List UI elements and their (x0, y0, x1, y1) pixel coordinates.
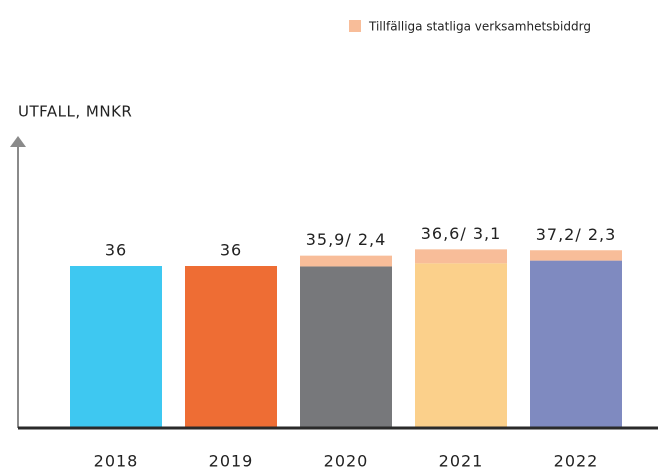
bar-segment (530, 260, 622, 428)
y-axis-label: UTFALL, MNKR (18, 103, 132, 121)
x-tick-label: 2019 (209, 452, 254, 468)
value-label: 36 (105, 241, 127, 260)
legend-label: Tillfälliga statliga verksamhetsbiddrg (368, 20, 591, 34)
value-label: 36,6/ 3,1 (421, 224, 502, 243)
bar-segment (300, 266, 392, 428)
x-tick-label: 2021 (439, 452, 484, 468)
bar-segment (415, 263, 507, 428)
bar-segment (300, 255, 392, 267)
legend-swatch (349, 20, 361, 32)
bar-segment (70, 266, 162, 428)
x-tick-label: 2018 (94, 452, 139, 468)
x-tick-label: 2022 (554, 452, 599, 468)
y-axis-arrow (10, 136, 26, 147)
bar-segment (530, 250, 622, 261)
bar-segment (415, 249, 507, 264)
bar-segment (185, 266, 277, 428)
value-label: 37,2/ 2,3 (536, 225, 617, 244)
value-label: 35,9/ 2,4 (306, 230, 387, 249)
value-label: 36 (220, 241, 242, 260)
x-tick-label: 2020 (324, 452, 369, 468)
